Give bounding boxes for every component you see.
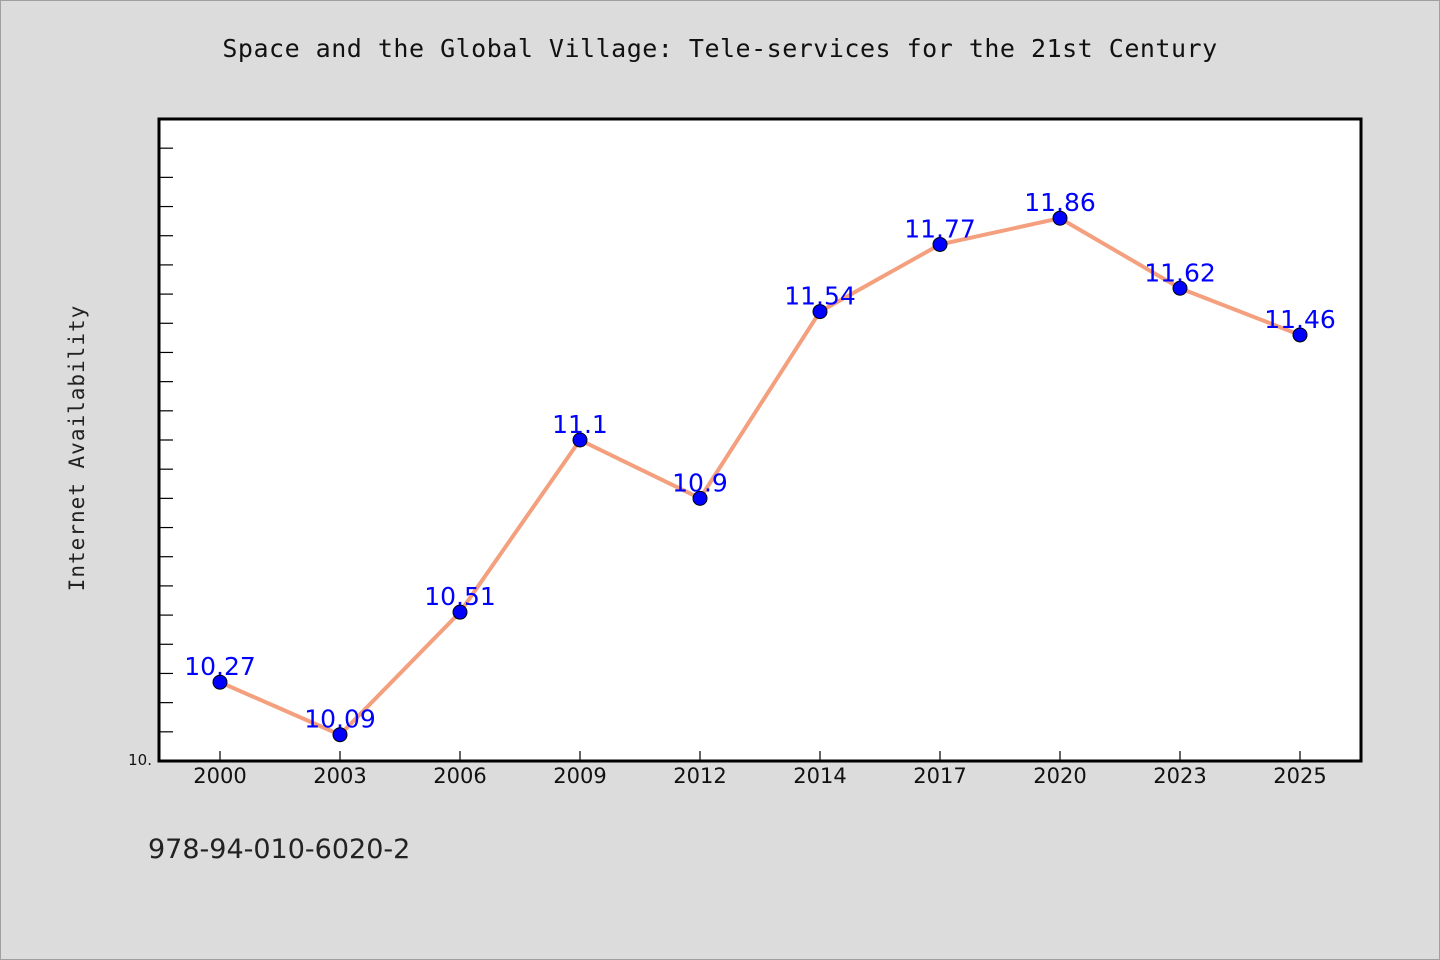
x-axis-tick-labels: 2000 2003 2006 2009 2012 2014 2017 2020 2023 2025 (193, 764, 1326, 788)
x-tick-label: 2017 (913, 764, 966, 788)
data-label: 10.51 (424, 582, 496, 611)
data-label: 11.54 (784, 282, 856, 311)
series-line (218, 216, 1302, 737)
x-tick-label: 2025 (1273, 764, 1326, 788)
data-label: 11.62 (1144, 258, 1216, 287)
data-label: 11.1 (552, 410, 608, 439)
data-label: 10.09 (304, 705, 376, 734)
series-markers (212, 210, 1308, 743)
data-point (1172, 280, 1188, 296)
series-group: 10.27 10.09 10.51 11.1 10.9 11.54 11.77 11.86 11… (184, 188, 1336, 743)
x-tick-label: 2012 (673, 764, 726, 788)
data-point (1292, 327, 1308, 343)
data-point (692, 490, 708, 506)
data-point (812, 304, 828, 320)
data-point (932, 236, 948, 252)
data-point (332, 727, 348, 743)
y-tick-label: 10. (128, 751, 152, 769)
x-tick-label: 2009 (553, 764, 606, 788)
data-point (572, 432, 588, 448)
data-point (452, 604, 468, 620)
data-label: 10.9 (672, 468, 728, 497)
data-label: 11.77 (904, 214, 976, 243)
isbn-code: 978-94-010-6020-2 (148, 834, 411, 865)
data-label: 10.27 (184, 652, 256, 681)
x-tick-label: 2020 (1033, 764, 1086, 788)
chart-title: Space and the Global Village: Tele-servi… (222, 34, 1218, 63)
x-tick-label: 2014 (793, 764, 846, 788)
x-tick-label: 2006 (433, 764, 486, 788)
data-label: 11.86 (1024, 188, 1096, 217)
plot-area (157, 117, 1363, 763)
data-label: 11.46 (1264, 305, 1336, 334)
data-point (212, 674, 228, 690)
x-tick-label: 2000 (193, 764, 246, 788)
x-axis-ticks (219, 751, 1301, 761)
x-tick-label: 2023 (1153, 764, 1206, 788)
data-point (1052, 210, 1068, 226)
y-axis-ticks (159, 147, 173, 733)
data-labels: 10.27 10.09 10.51 11.1 10.9 11.54 11.77 11.86 11… (184, 188, 1336, 734)
x-tick-label: 2003 (313, 764, 366, 788)
